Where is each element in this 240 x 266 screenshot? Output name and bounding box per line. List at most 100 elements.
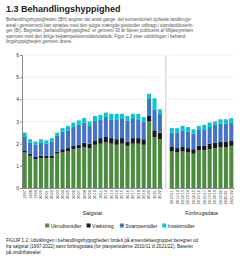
grid-line <box>22 165 163 166</box>
legend-label: Insektmidler <box>168 223 195 229</box>
grid-line <box>169 77 234 78</box>
x-tick: 2017 <box>130 189 135 199</box>
grid <box>22 55 163 188</box>
bar-segment <box>120 118 124 138</box>
bar-segment <box>213 143 217 149</box>
bar-segment <box>136 138 140 144</box>
bar-segment <box>23 153 27 188</box>
x-tick-label: 2021 <box>152 189 157 199</box>
y-tick-mark <box>20 144 22 145</box>
legend-item: Insektmidler <box>162 223 195 229</box>
bar-segment <box>82 118 86 122</box>
series <box>170 123 234 150</box>
y-tick-label: 0 <box>16 185 19 191</box>
bar-segment <box>82 143 86 147</box>
bar-segment <box>82 147 86 188</box>
x-tick-label: 2016 <box>125 189 130 199</box>
bar-segment <box>50 158 54 188</box>
x-tick-label: 1997 <box>22 189 27 199</box>
bar-segment <box>44 156 48 158</box>
x-tick-label: 2015 <box>119 189 124 199</box>
bar-segment <box>115 139 119 145</box>
bar-segment <box>202 146 206 150</box>
x-tick-label: 2019 <box>141 189 146 199</box>
x-tick-label: 2010/11 <box>169 189 174 204</box>
y-tick-mark <box>20 77 22 78</box>
bar-segment <box>229 123 233 141</box>
x-tick: 2001 <box>44 189 49 199</box>
bar-segment <box>71 149 75 188</box>
x-tick: 2006 <box>71 189 76 199</box>
bar-segment <box>82 123 86 143</box>
bar-segment <box>202 129 206 146</box>
bar-segment <box>136 144 140 188</box>
bar-segment <box>191 134 195 150</box>
x-axis: 1997199819992000200120022003200420052006… <box>22 189 163 199</box>
x-tick-label: 2010 <box>92 189 97 199</box>
bar-segment <box>50 156 54 158</box>
caption: FIGUR 1.2: Udviklingen i behandlingshypp… <box>6 237 198 255</box>
bar-segment <box>175 128 179 132</box>
bar-segment <box>224 119 228 123</box>
x-tick-label: 2016/17 <box>202 189 207 204</box>
bar-segment <box>136 119 140 138</box>
bar-segment <box>98 138 102 144</box>
bar-segment <box>71 146 75 149</box>
x-tick: 2018/19 <box>212 189 217 204</box>
bar-segment <box>115 114 119 120</box>
grid-line <box>22 143 163 144</box>
bar-segment <box>71 123 75 127</box>
x-tick: 2004 <box>60 189 65 199</box>
grid-line <box>22 77 163 78</box>
bar-segment <box>44 140 48 143</box>
bar-segment <box>77 148 81 188</box>
x-tick-label: 2017/18 <box>207 189 212 204</box>
bar-segment <box>181 126 185 130</box>
x-tick: 2020 <box>146 189 151 199</box>
legend-item: Vækstreg. <box>87 223 115 229</box>
x-tick-label: 2002 <box>49 189 54 199</box>
bar-segment <box>208 127 212 144</box>
x-tick: 2010 <box>92 189 97 199</box>
bar-segment <box>23 133 27 137</box>
bar-segment <box>88 122 92 126</box>
bar-segment <box>93 140 97 144</box>
subtitle-line: ger (BI). Begrebet „behandlingshyppighed… <box>6 27 194 33</box>
x-tick: 2021/22 <box>229 189 234 204</box>
caption-line: fra salgstal (1997-2022) samt forbrugsda… <box>6 244 194 249</box>
bar-segment <box>142 122 146 140</box>
x-tick-label: 2021/22 <box>229 189 234 204</box>
bar-segment <box>170 147 174 151</box>
bar-segment <box>224 141 228 147</box>
x-tick-label: 2000 <box>38 189 43 199</box>
bar-segment <box>191 149 195 153</box>
bar-segment <box>61 128 65 131</box>
x-tick: 2012 <box>103 189 108 199</box>
series <box>23 116 162 159</box>
x-tick-label: 2011 <box>98 189 103 198</box>
bar-segment <box>109 138 113 144</box>
x-tick-label: 2020 <box>146 189 151 199</box>
bar-segment <box>202 150 206 188</box>
bar-segment <box>202 125 206 129</box>
bar-segment <box>218 124 222 142</box>
series <box>23 94 162 145</box>
bar-segment <box>77 120 81 124</box>
x-tick: 2013 <box>109 189 114 199</box>
bar-segment <box>197 129 201 146</box>
bar-segment <box>115 145 119 188</box>
x-tick: 2014/15 <box>191 189 196 204</box>
bars <box>170 118 234 188</box>
bar-segment <box>44 158 48 188</box>
bar-segment <box>131 114 135 118</box>
x-tick-label: 2019/20 <box>218 189 223 204</box>
x-axis: 2010/112011/122012/132013/142014/152015/… <box>169 189 234 205</box>
bar-segment <box>23 137 27 150</box>
bar-segment <box>208 149 212 188</box>
bar-segment <box>88 144 92 148</box>
bar-segment <box>28 156 32 188</box>
bar-segment <box>125 141 129 145</box>
bar-segment <box>33 145 37 157</box>
legend-label: Ukrudtsmidler <box>51 223 82 229</box>
y-tick-label: 2 <box>16 141 19 147</box>
